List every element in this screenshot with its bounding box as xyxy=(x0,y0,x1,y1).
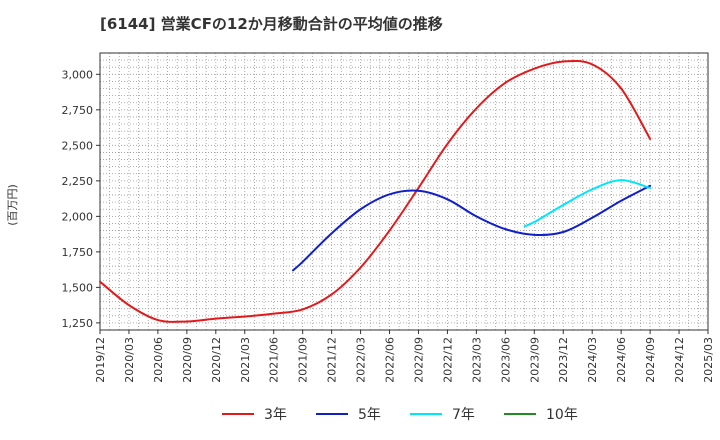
y-tick-label: 2,000 xyxy=(62,210,94,223)
x-tick-label: 2023/12 xyxy=(557,337,570,383)
x-tick-label: 2019/12 xyxy=(94,337,107,383)
x-tick-label: 2021/12 xyxy=(326,337,339,383)
plot-frame xyxy=(99,52,709,331)
legend: 3年 5年 7年 10年 xyxy=(222,407,578,423)
x-tick-label: 2022/06 xyxy=(384,337,397,383)
x-tick-label: 2024/12 xyxy=(673,337,686,383)
legend-label-4: 10年 xyxy=(546,407,578,423)
x-tick-label: 2023/06 xyxy=(499,337,512,383)
x-tick-label: 2023/09 xyxy=(528,337,541,383)
legend-label-3: 7年 xyxy=(452,407,475,423)
y-tick-label: 2,250 xyxy=(62,175,94,188)
x-tick-label: 2022/03 xyxy=(355,337,368,383)
series-line-2 xyxy=(292,184,652,272)
x-tick-label: 2022/09 xyxy=(412,337,425,383)
y-axis-label: (百万円) xyxy=(6,184,19,226)
legend-label-2: 5年 xyxy=(358,407,381,423)
x-tick-label: 2023/03 xyxy=(470,337,483,383)
x-tick-label: 2021/03 xyxy=(239,337,252,383)
x-tick-label: 2021/09 xyxy=(297,337,310,383)
x-tick-label: 2024/06 xyxy=(615,337,628,383)
x-tick-label: 2025/03 xyxy=(702,337,715,383)
series-layer xyxy=(99,59,652,323)
y-tick-label: 2,750 xyxy=(62,104,94,117)
legend-label-1: 3年 xyxy=(264,407,287,423)
x-tick-label: 2021/06 xyxy=(268,337,281,383)
x-tick-label: 2020/09 xyxy=(181,337,194,383)
grid-layer xyxy=(99,52,709,330)
chart-title: [6144] 営業CFの12か月移動合計の平均値の推移 xyxy=(100,15,443,33)
x-tick-label: 2020/12 xyxy=(210,337,223,383)
y-tick-label: 1,500 xyxy=(62,281,94,294)
series-line-3 xyxy=(523,179,652,228)
x-tick-label: 2020/06 xyxy=(152,337,165,383)
y-tick-label: 1,250 xyxy=(62,317,94,330)
x-tick-label: 2024/09 xyxy=(644,337,657,383)
x-tick-label: 2020/03 xyxy=(123,337,136,383)
series-line-1 xyxy=(99,59,652,323)
y-tick-label: 3,000 xyxy=(62,68,94,81)
y-tick-label: 1,750 xyxy=(62,246,94,259)
x-tick-label: 2024/03 xyxy=(586,337,599,383)
y-tick-label: 2,500 xyxy=(62,139,94,152)
axis-layer: 1,250 1,500 1,750 2,000 2,250 2,500 2,750 3,000… xyxy=(62,52,715,383)
x-tick-label: 2022/12 xyxy=(441,337,454,383)
